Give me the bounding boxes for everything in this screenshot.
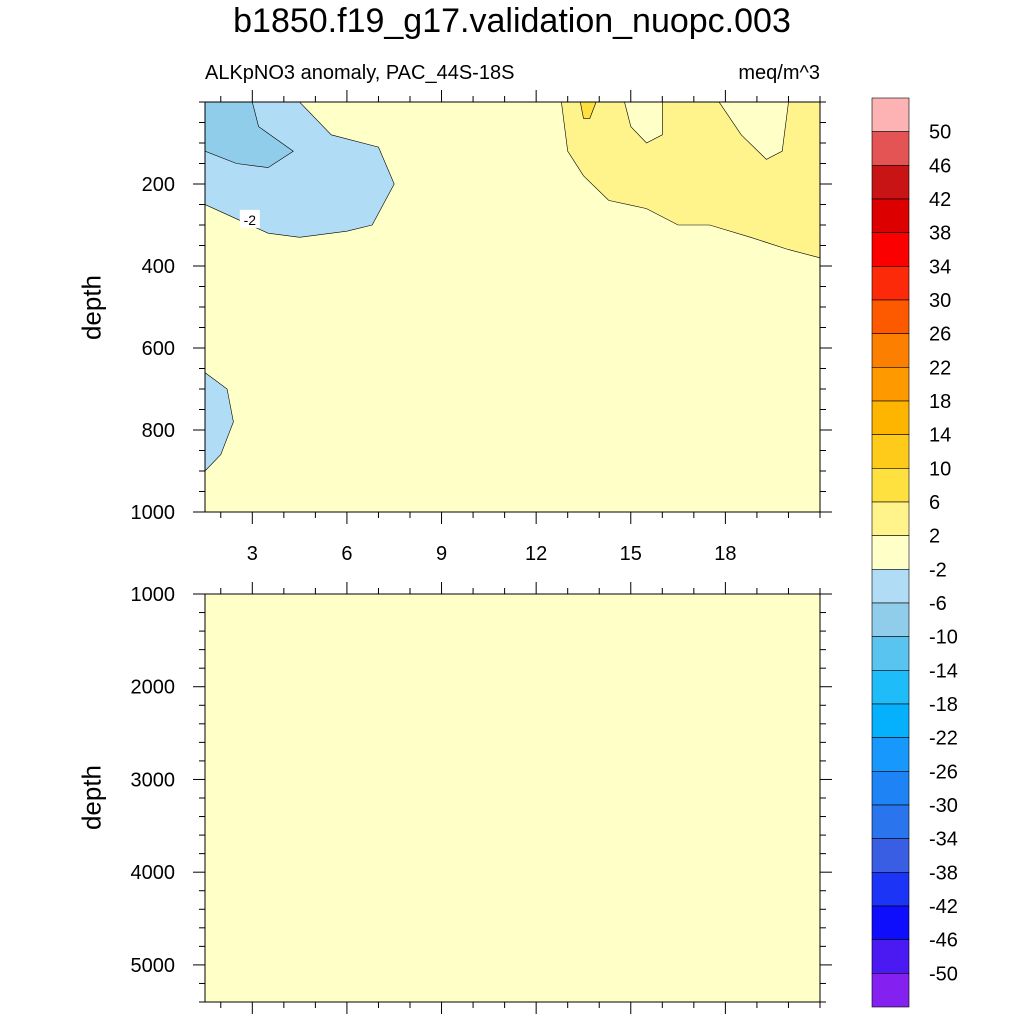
colorbar-swatch [871,602,910,637]
colorbar-label: -2 [929,559,947,581]
y-tick-label: 200 [142,174,175,196]
colorbar-swatch [871,872,910,907]
y-tick-label: 800 [142,420,175,442]
colorbar-swatch [871,266,910,301]
colorbar-swatch [871,535,910,570]
colorbar-label: 22 [929,357,951,379]
colorbar-label: -50 [929,963,958,985]
colorbar-label: 38 [929,223,951,245]
y-tick-label: 1000 [131,584,176,606]
y-tick-label: 5000 [131,955,176,977]
colorbar-label: 14 [929,425,951,447]
colorbar-label: -38 [929,862,958,884]
x-tick-label: 18 [714,543,736,565]
colorbar-swatch [871,973,910,1008]
x-tick-label: 6 [341,543,352,565]
colorbar-swatch [871,400,910,435]
y-tick-label: 2000 [131,677,176,699]
y-tick-label: 3000 [131,769,176,791]
colorbar-label: 26 [929,324,951,346]
colorbar-swatch [871,804,910,839]
lower-panel: 1000 2000 3000 4000 5000 [131,582,832,1014]
y-tick-label: 400 [142,256,175,278]
colorbar-label: -30 [929,795,958,817]
colorbar-swatch [871,367,910,402]
colorbar-swatch [871,165,910,200]
colorbar-label: -46 [929,930,958,952]
panel-background [205,594,820,1002]
colorbar-swatch [871,905,910,940]
colorbar-label: -18 [929,694,958,716]
colorbar-label: -10 [929,627,958,649]
colorbar-swatch [871,703,910,738]
colorbar-swatch [871,299,910,334]
colorbar-label: 6 [929,492,940,514]
colorbar-label: 42 [929,189,951,211]
colorbar-swatch [871,501,910,536]
x-tick-label: 3 [247,543,258,565]
colorbar-label: 30 [929,290,951,312]
colorbar-label: -42 [929,896,958,918]
x-tick-label: 12 [525,543,547,565]
colorbar-swatch [871,468,910,503]
colorbar: 50 46 42 38 34 30 26 22 18 14 10 6 2 -2 -6 -10 -14 -18 -22… [871,97,958,1008]
colorbar-swatch [871,771,910,806]
upper-panel: -2 3 6 9 12 15 18 200 400 600 800 1000 [131,90,832,565]
colorbar-swatch [871,434,910,469]
y-tick-label: 1000 [131,502,176,524]
chart-subtitle-left: ALKpNO3 anomaly, PAC_44S-18S [205,62,515,84]
colorbar-label: -22 [929,728,958,750]
colorbar-swatch [871,569,910,604]
colorbar-swatch [871,838,910,873]
x-tick-label: 15 [620,543,642,565]
colorbar-label: 34 [929,256,951,278]
colorbar-label: -26 [929,761,958,783]
contour-label: -2 [244,212,257,228]
colorbar-swatch [871,131,910,166]
colorbar-swatch [871,670,910,705]
colorbar-label: -34 [929,829,958,851]
chart-title: b1850.f19_g17.validation_nuopc.003 [233,2,791,40]
colorbar-label: -14 [929,660,958,682]
contour-label-box [239,209,260,228]
colorbar-swatch [871,636,910,671]
colorbar-label: 46 [929,155,951,177]
colorbar-label: 2 [929,526,940,548]
colorbar-swatch [871,232,910,267]
colorbar-swatch [871,939,910,974]
colorbar-label: -6 [929,593,947,615]
colorbar-swatch [871,97,910,132]
colorbar-swatch [871,737,910,772]
x-tick-label: 9 [436,543,447,565]
colorbar-label: 50 [929,122,951,144]
contour-region-2 [204,101,294,168]
colorbar-label: 10 [929,458,951,480]
y-tick-label: 4000 [131,862,176,884]
y-tick-label: 600 [142,338,175,360]
colorbar-label: 18 [929,391,951,413]
colorbar-swatch [871,198,910,233]
chart-units: meq/m^3 [738,62,820,84]
colorbar-swatch [871,333,910,368]
